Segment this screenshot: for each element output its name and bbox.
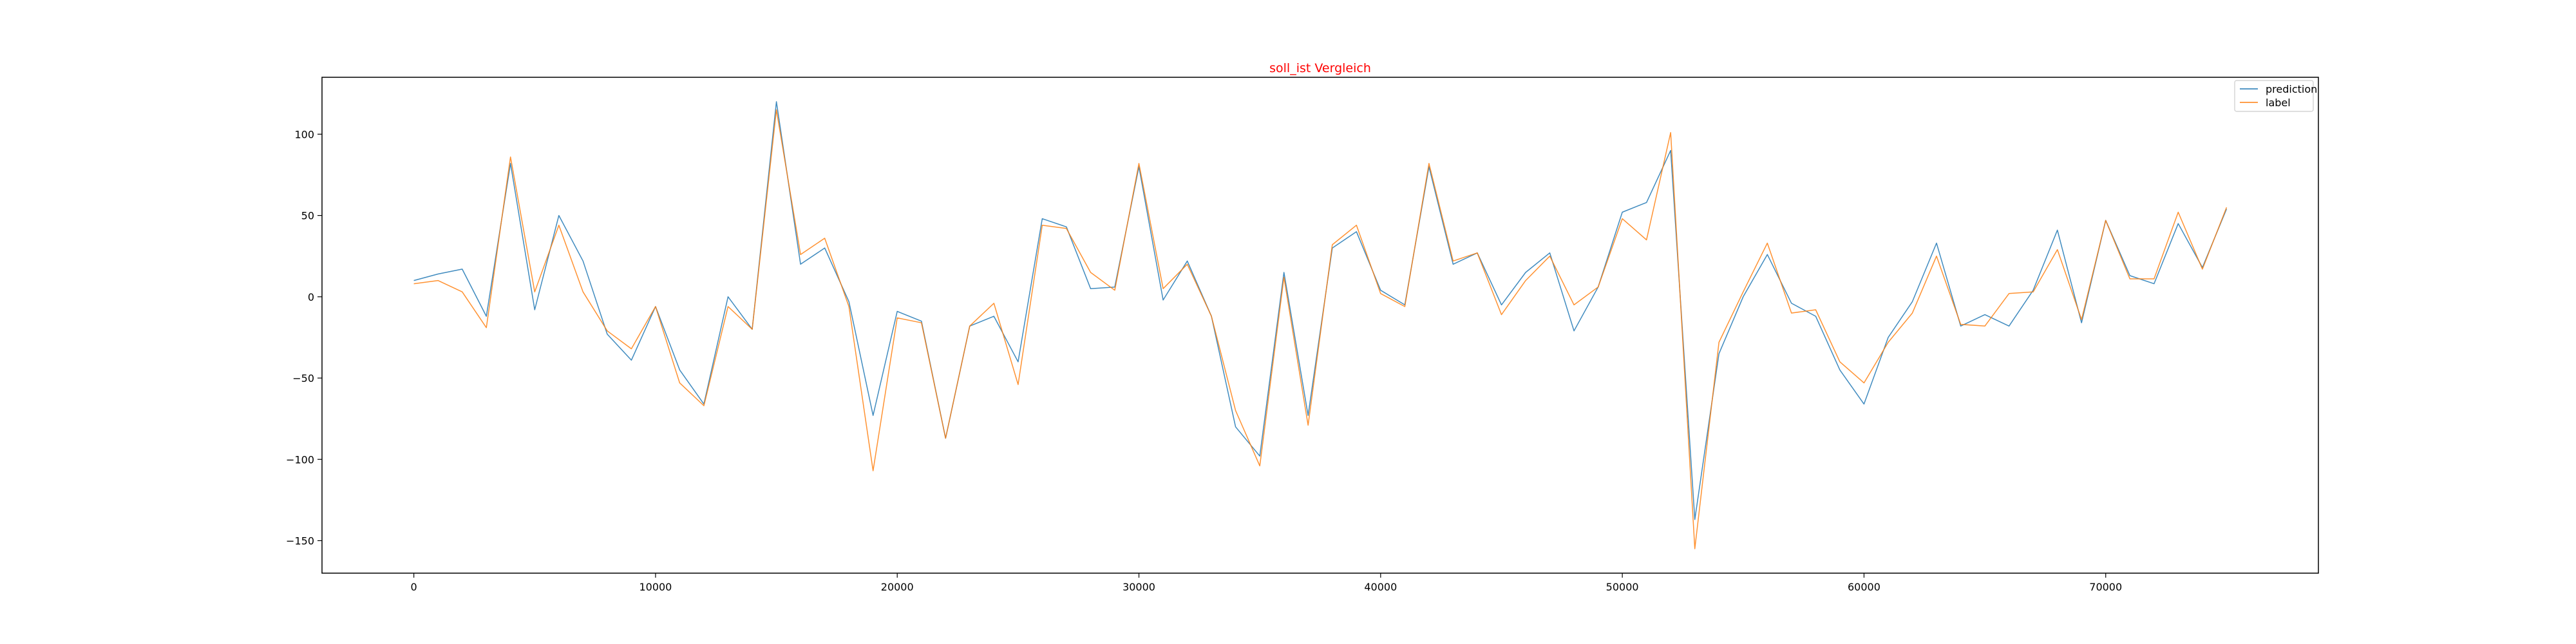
y-tick-label: 50 (301, 210, 314, 222)
x-tick-label: 60000 (1848, 581, 1880, 593)
series-group (413, 101, 2228, 549)
y-tick-label: 100 (294, 128, 314, 140)
series-line-label (413, 109, 2228, 549)
legend-frame (2234, 80, 2314, 112)
series-line-prediction (413, 101, 2228, 520)
y-tick-label: −100 (286, 453, 314, 466)
x-tick-label: 40000 (1364, 581, 1397, 593)
x-tick-label: 30000 (1122, 581, 1155, 593)
y-axis: −150 −100 −50 0 50 100 (286, 128, 322, 547)
legend: prediction label (2234, 80, 2317, 112)
x-axis: 0 10000 20000 30000 40000 50000 60000 70000 (411, 573, 2122, 593)
chart-title: soll_ist Vergleich (1269, 61, 1371, 75)
x-tick-label: 70000 (2089, 581, 2122, 593)
x-tick-label: 0 (411, 581, 417, 593)
y-tick-label: −50 (292, 372, 314, 384)
y-tick-label: −150 (286, 535, 314, 547)
x-tick-label: 20000 (881, 581, 914, 593)
x-tick-label: 10000 (639, 581, 672, 593)
y-tick-label: 0 (308, 291, 314, 303)
plot-area-frame (321, 77, 2319, 574)
x-tick-label: 50000 (1606, 581, 1639, 593)
legend-label-label: label (2266, 97, 2291, 109)
legend-label-prediction: prediction (2266, 83, 2317, 95)
